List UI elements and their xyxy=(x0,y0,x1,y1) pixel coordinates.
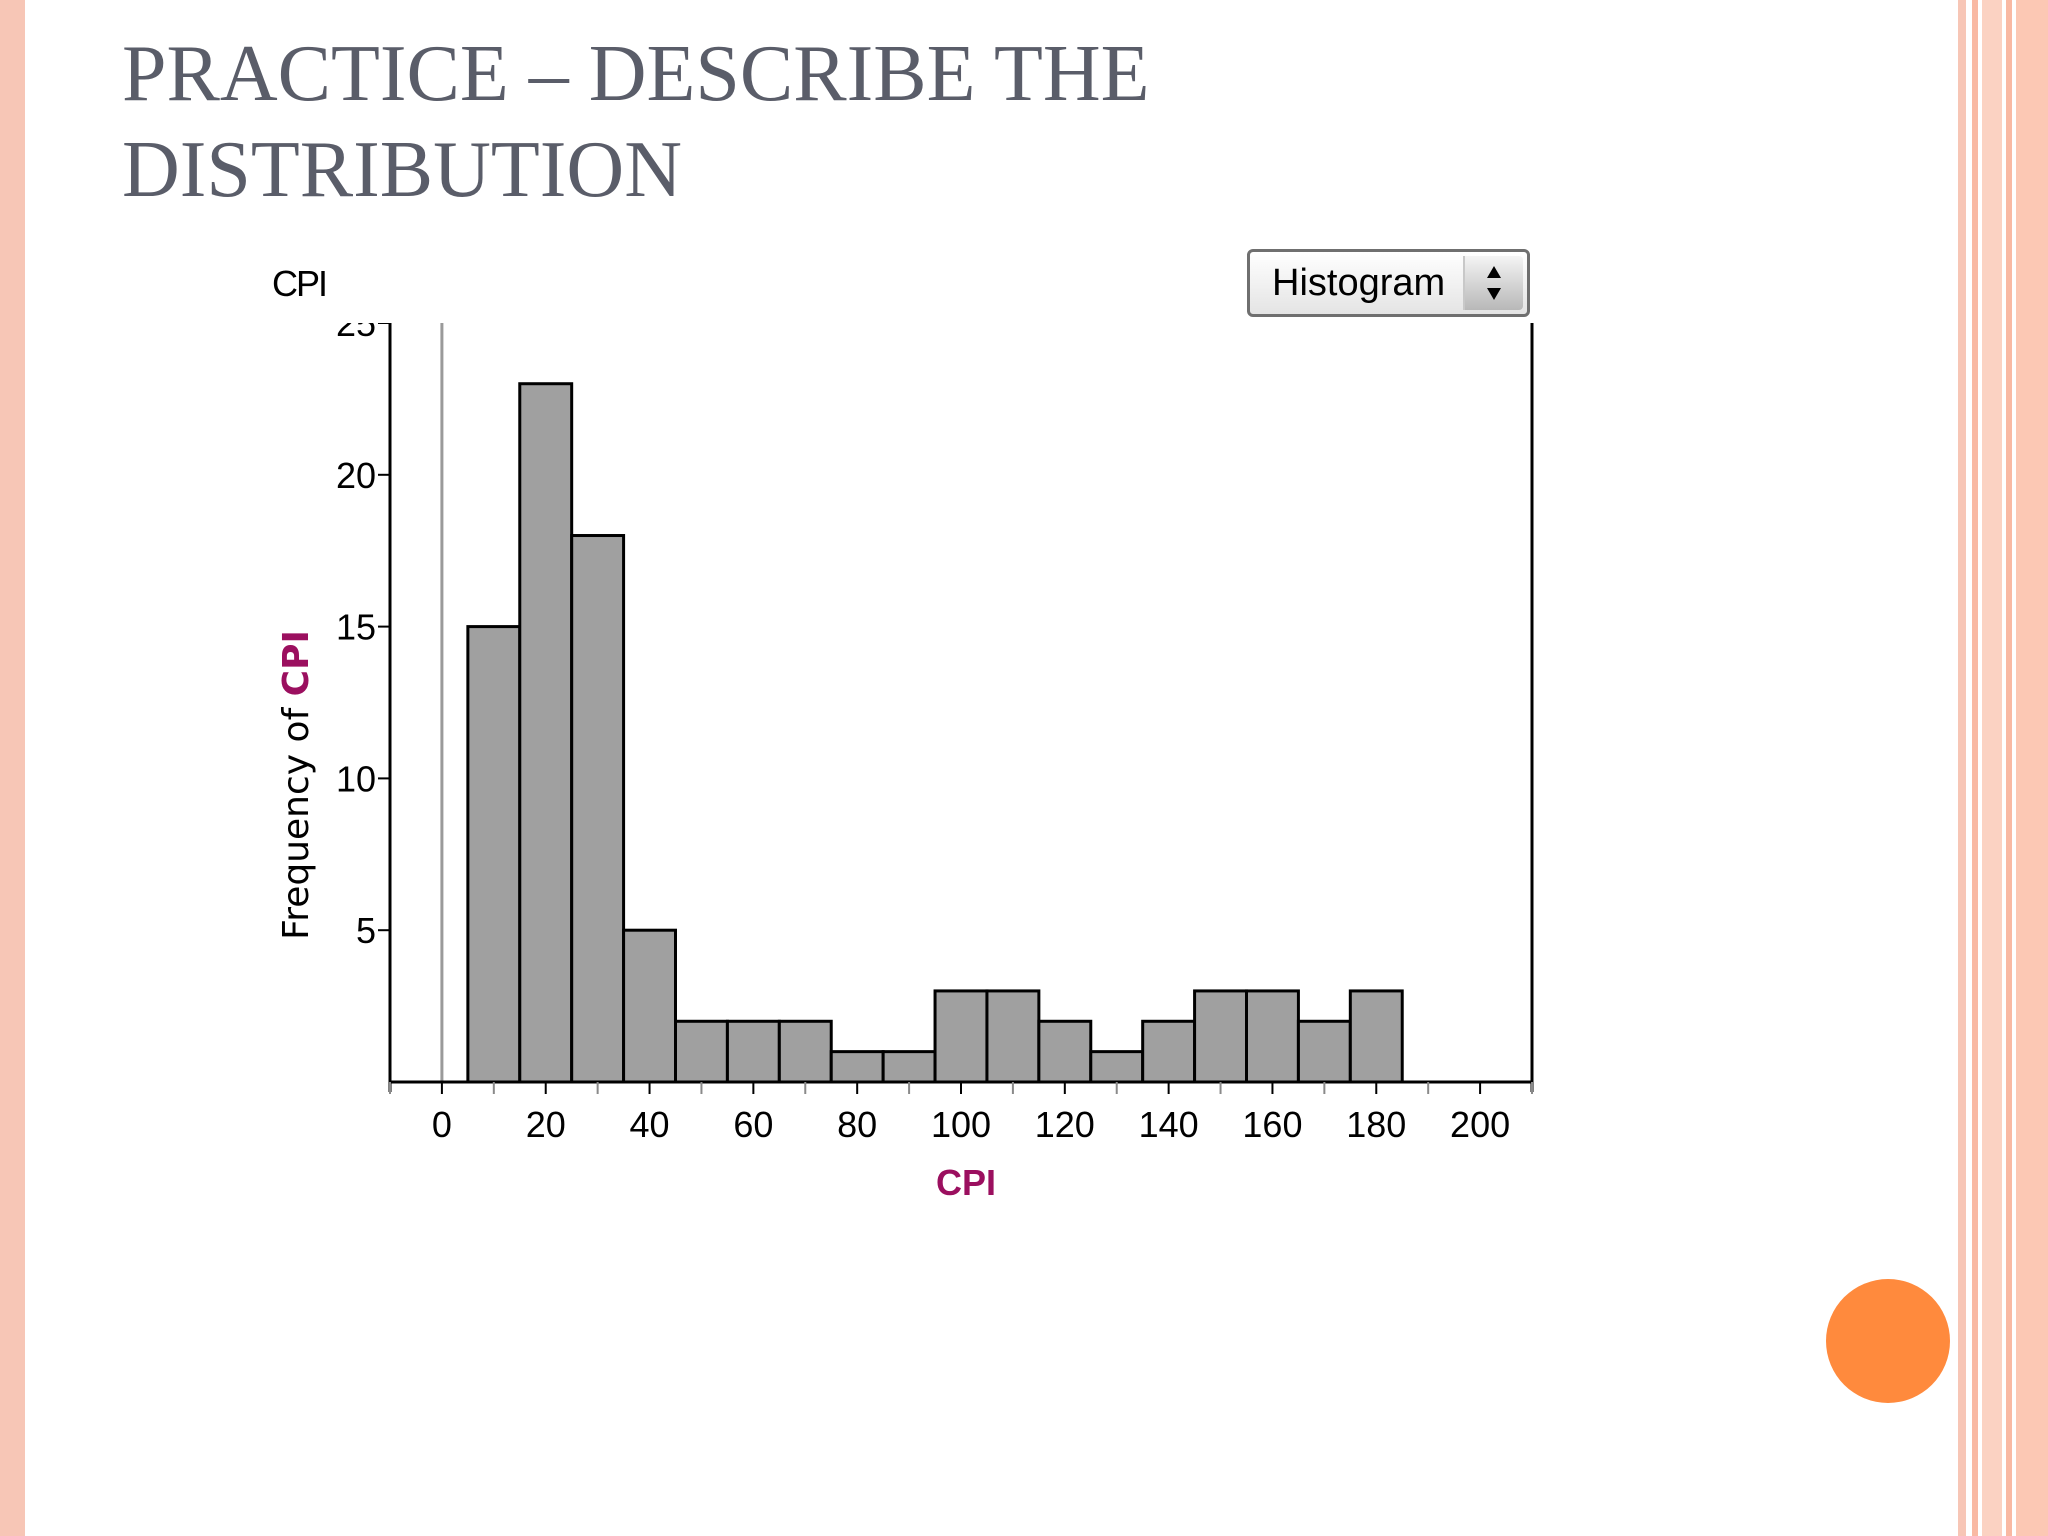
x-tick-label: 100 xyxy=(931,1104,991,1145)
x-axis-label: CPI xyxy=(936,1162,996,1203)
y-tick-label: 10 xyxy=(336,758,376,799)
decorative-orange-circle xyxy=(1826,1279,1950,1403)
x-tick-label: 0 xyxy=(432,1104,452,1145)
x-tick-label: 20 xyxy=(526,1104,566,1145)
histogram-bar xyxy=(777,1019,833,1084)
x-tick-label: 60 xyxy=(733,1104,773,1145)
histogram-bar xyxy=(570,534,626,1084)
histogram-bar xyxy=(518,382,574,1084)
right-border-decoration xyxy=(2016,0,2048,1536)
histogram-bar xyxy=(1089,1050,1145,1084)
chart-type-selected-value: Histogram xyxy=(1272,262,1446,304)
x-tick-label: 200 xyxy=(1450,1104,1510,1145)
histogram-bar xyxy=(466,625,522,1084)
y-axis-label-prefix: Frequency of xyxy=(276,696,317,940)
up-down-arrows-icon[interactable] xyxy=(1463,256,1523,310)
histogram-bar xyxy=(1141,1019,1197,1084)
right-border-decoration xyxy=(1982,0,2002,1536)
x-tick-label: 120 xyxy=(1035,1104,1095,1145)
y-axis-label: Frequency of CPI xyxy=(276,630,317,940)
y-top-clip xyxy=(250,240,390,323)
y-tick-label: 5 xyxy=(356,910,376,951)
x-tick-label: 160 xyxy=(1242,1104,1302,1145)
bars-layer xyxy=(466,382,1404,1084)
x-tick-label: 80 xyxy=(837,1104,877,1145)
chart-title: CPI xyxy=(272,263,326,304)
histogram-bar xyxy=(933,989,989,1084)
histogram-bar xyxy=(1348,989,1404,1084)
y-axis-label-variable: CPI xyxy=(276,630,317,696)
x-ticks-layer: 0 20 40 60 80 100 120 140 160 180 200 xyxy=(389,1082,1533,1145)
histogram-bar xyxy=(622,928,678,1084)
histogram-bar xyxy=(1037,1019,1093,1084)
arrow-down-icon xyxy=(1487,288,1501,300)
histogram-chart: 0 20 40 60 80 100 120 140 160 180 200 5 10 15 20 25 CP… xyxy=(250,240,1550,1220)
left-border-stripe xyxy=(0,0,25,1536)
histogram-bar xyxy=(881,1050,937,1084)
right-border-decoration xyxy=(1958,0,1966,1536)
stepper-arrows-svg xyxy=(1487,266,1501,300)
chart-type-select[interactable]: Histogram xyxy=(1247,249,1530,317)
y-tick-label: 20 xyxy=(336,455,376,496)
slide-title: PRACTICE – DESCRIBE THE DISTRIBUTION xyxy=(122,30,1150,214)
x-tick-label: 140 xyxy=(1139,1104,1199,1145)
histogram-bar xyxy=(1245,989,1300,1084)
arrow-up-icon xyxy=(1487,266,1501,278)
histogram-bar xyxy=(985,989,1041,1084)
axes-layer xyxy=(388,323,1534,1092)
x-tick-label: 40 xyxy=(630,1104,670,1145)
y-tick-label: 15 xyxy=(336,607,376,648)
right-border-decoration xyxy=(2006,0,2012,1536)
histogram-bar xyxy=(674,1019,729,1084)
histogram-bar xyxy=(1193,989,1248,1084)
x-tick-label: 180 xyxy=(1346,1104,1406,1145)
histogram-bar xyxy=(829,1050,885,1084)
histogram-bar xyxy=(725,1019,781,1084)
histogram-bar xyxy=(1296,1019,1352,1084)
right-border-decoration xyxy=(1972,0,1978,1536)
